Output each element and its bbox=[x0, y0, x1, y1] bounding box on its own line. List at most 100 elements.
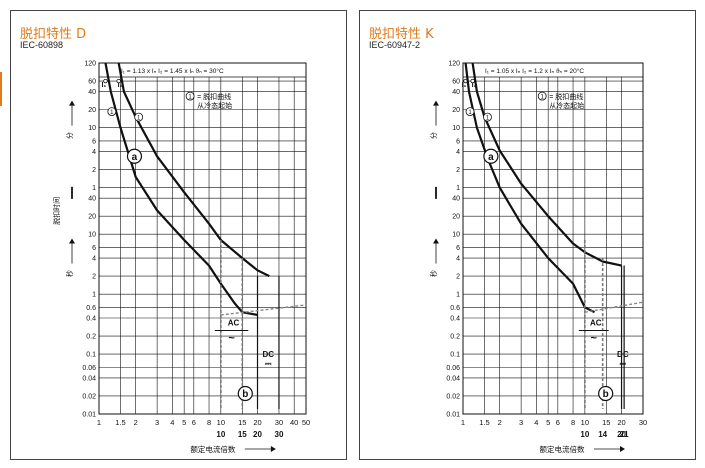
x-tick-label: 5 bbox=[546, 418, 550, 427]
marker-i2-label: I₂ bbox=[118, 82, 123, 89]
x-tick-label: 2 bbox=[498, 418, 502, 427]
x-axis-arrowhead bbox=[270, 446, 276, 452]
y-tick-label-seconds: 0.4 bbox=[86, 315, 96, 322]
y-minutes-arrowhead bbox=[433, 100, 439, 106]
y-tick-label-seconds: 4 bbox=[456, 256, 460, 263]
x-bold-tick-label: 10 bbox=[216, 430, 225, 439]
y-tick-label-seconds: 10 bbox=[452, 232, 460, 239]
label-a: a bbox=[132, 152, 138, 163]
label-b: b bbox=[603, 389, 609, 400]
dc-label: DC bbox=[262, 350, 274, 359]
marker-i2-dot bbox=[470, 78, 475, 84]
x-tick-label: 20 bbox=[617, 418, 625, 427]
page-accent-bar bbox=[0, 72, 2, 106]
curve-marker-1-lower-text: 1 bbox=[468, 110, 472, 116]
y-axis-label: 脱扣时间 bbox=[52, 197, 61, 225]
legend-note-marker-text: 1 bbox=[188, 94, 192, 100]
marker-i1-dot bbox=[103, 78, 108, 84]
y-tick-label-minutes: 20 bbox=[88, 107, 96, 114]
y-seconds-arrowhead bbox=[69, 238, 75, 244]
trip-curve-lower bbox=[104, 62, 258, 316]
curve-marker-1-upper-text: 1 bbox=[137, 115, 141, 121]
legend-note-line1: = 脱扣曲线 bbox=[549, 92, 583, 101]
marker-i2-label: I₂ bbox=[472, 82, 477, 89]
x-tick-label: 4 bbox=[534, 418, 538, 427]
current-header-text: I₁ = 1.13 x Iₙ I₂ = 1.45 x Iₙ ϑₙ = 30°C bbox=[121, 67, 224, 75]
x-tick-label: 4 bbox=[170, 418, 174, 427]
y-tick-label-seconds: 0.02 bbox=[446, 393, 460, 400]
y-tick-label-minutes: 10 bbox=[452, 125, 460, 132]
y-tick-label-seconds: 0.04 bbox=[446, 375, 460, 382]
trip-curve-panel-k: 脱扣特性 K IEC-60947-2 I₁ = 1.05 x Iₙ I₂ = 1… bbox=[359, 10, 696, 460]
label-a-circle bbox=[126, 148, 143, 164]
y-tick-label-minutes: 60 bbox=[88, 79, 96, 86]
y-tick-label-seconds: 0.04 bbox=[82, 375, 96, 382]
y-tick-label-seconds: 0.4 bbox=[450, 315, 460, 322]
y-tick-label-seconds: 0.2 bbox=[450, 334, 460, 341]
y-tick-label-seconds: 6 bbox=[92, 245, 96, 252]
x-bold-tick-label: 20 bbox=[253, 430, 262, 439]
x-bold-tick-label: 20 bbox=[617, 430, 626, 439]
y-tick-label-minutes: 6 bbox=[92, 138, 96, 145]
y-tick-label-seconds: 40 bbox=[88, 196, 96, 203]
chart-standard-d: IEC-60898 bbox=[20, 40, 64, 50]
y-seconds-arrowhead bbox=[433, 238, 439, 244]
dc-symbol: ⎓ bbox=[620, 359, 627, 368]
x-bold-tick-label: 21 bbox=[620, 430, 629, 439]
y-tick-label-seconds: 4 bbox=[92, 256, 96, 263]
legend-note-line1: = 脱扣曲线 bbox=[197, 92, 231, 101]
marker-i1-label: I₁ bbox=[462, 82, 467, 89]
y-tick-label-minutes: 2 bbox=[456, 167, 460, 174]
x-tick-label: 3 bbox=[519, 418, 523, 427]
x-bold-tick-label: 14 bbox=[598, 430, 607, 439]
marker-i2-dot bbox=[116, 78, 121, 84]
dc-symbol: ⎓ bbox=[265, 359, 272, 368]
y-tick-label-seconds: 6 bbox=[456, 245, 460, 252]
y-tick-label-minutes: 40 bbox=[88, 89, 96, 96]
y-tick-label-minutes: 1 bbox=[456, 185, 460, 192]
marker-i1-label: I₁ bbox=[101, 82, 106, 89]
curve-marker-1-lower-text: 1 bbox=[110, 110, 114, 116]
curve-marker-1-upper bbox=[134, 112, 144, 122]
label-b-circle bbox=[598, 385, 614, 402]
legend-note-marker bbox=[537, 91, 547, 101]
x-bold-tick-label: 10 bbox=[580, 430, 589, 439]
legend-note-marker-text: 1 bbox=[541, 94, 545, 100]
trip-curve-panel-d: 脱扣特性 D IEC-60898 I₁ = 1.13 x Iₙ I₂ = 1.4… bbox=[10, 10, 347, 460]
chart-standard-k: IEC-60947-2 bbox=[369, 40, 421, 50]
ac-symbol: ~ bbox=[591, 332, 598, 344]
x-tick-label: 10 bbox=[581, 418, 589, 427]
dc-label: DC bbox=[617, 350, 629, 359]
x-tick-label: 1.5 bbox=[115, 418, 125, 427]
x-tick-label: 30 bbox=[639, 418, 647, 427]
y-tick-label-seconds: 1 bbox=[92, 292, 96, 299]
y-tick-label-seconds: 1 bbox=[456, 292, 460, 299]
y-tick-label-seconds: 2 bbox=[456, 274, 460, 281]
y-tick-label-minutes: 10 bbox=[88, 125, 96, 132]
trip-curve-upper bbox=[471, 62, 622, 267]
y-tick-label-seconds: 20 bbox=[452, 214, 460, 221]
plot-frame bbox=[462, 62, 644, 415]
y-tick-label-seconds: 0.2 bbox=[86, 334, 96, 341]
y-minutes-arrowhead bbox=[69, 100, 75, 106]
label-a-circle bbox=[483, 148, 499, 164]
y-tick-label-seconds: 0.06 bbox=[82, 365, 96, 372]
legend-note-line2: 从冷态起始 bbox=[197, 101, 232, 110]
curve-marker-1-upper-text: 1 bbox=[486, 115, 490, 121]
x-axis-arrowhead bbox=[620, 446, 625, 452]
legend-note-line2: 从冷态起始 bbox=[549, 101, 584, 110]
y-unit-seconds: 秒 bbox=[65, 270, 74, 277]
chart-title-k: 脱扣特性 K bbox=[369, 27, 434, 42]
y-tick-label-minutes: 4 bbox=[92, 149, 96, 156]
curve-marker-1-lower bbox=[465, 107, 475, 116]
trip-curve-upper bbox=[117, 62, 270, 278]
x-tick-label: 2 bbox=[134, 418, 138, 427]
x-tick-label: 1.5 bbox=[479, 418, 489, 427]
x-tick-label: 1 bbox=[97, 418, 101, 427]
y-tick-label-minutes: 4 bbox=[456, 149, 460, 156]
y-tick-label-seconds: 0.02 bbox=[82, 393, 96, 400]
x-tick-label: 5 bbox=[182, 418, 186, 427]
y-tick-label-seconds: 40 bbox=[452, 196, 460, 203]
x-tick-label: 6 bbox=[556, 418, 560, 427]
y-tick-label-minutes: 60 bbox=[452, 79, 460, 86]
